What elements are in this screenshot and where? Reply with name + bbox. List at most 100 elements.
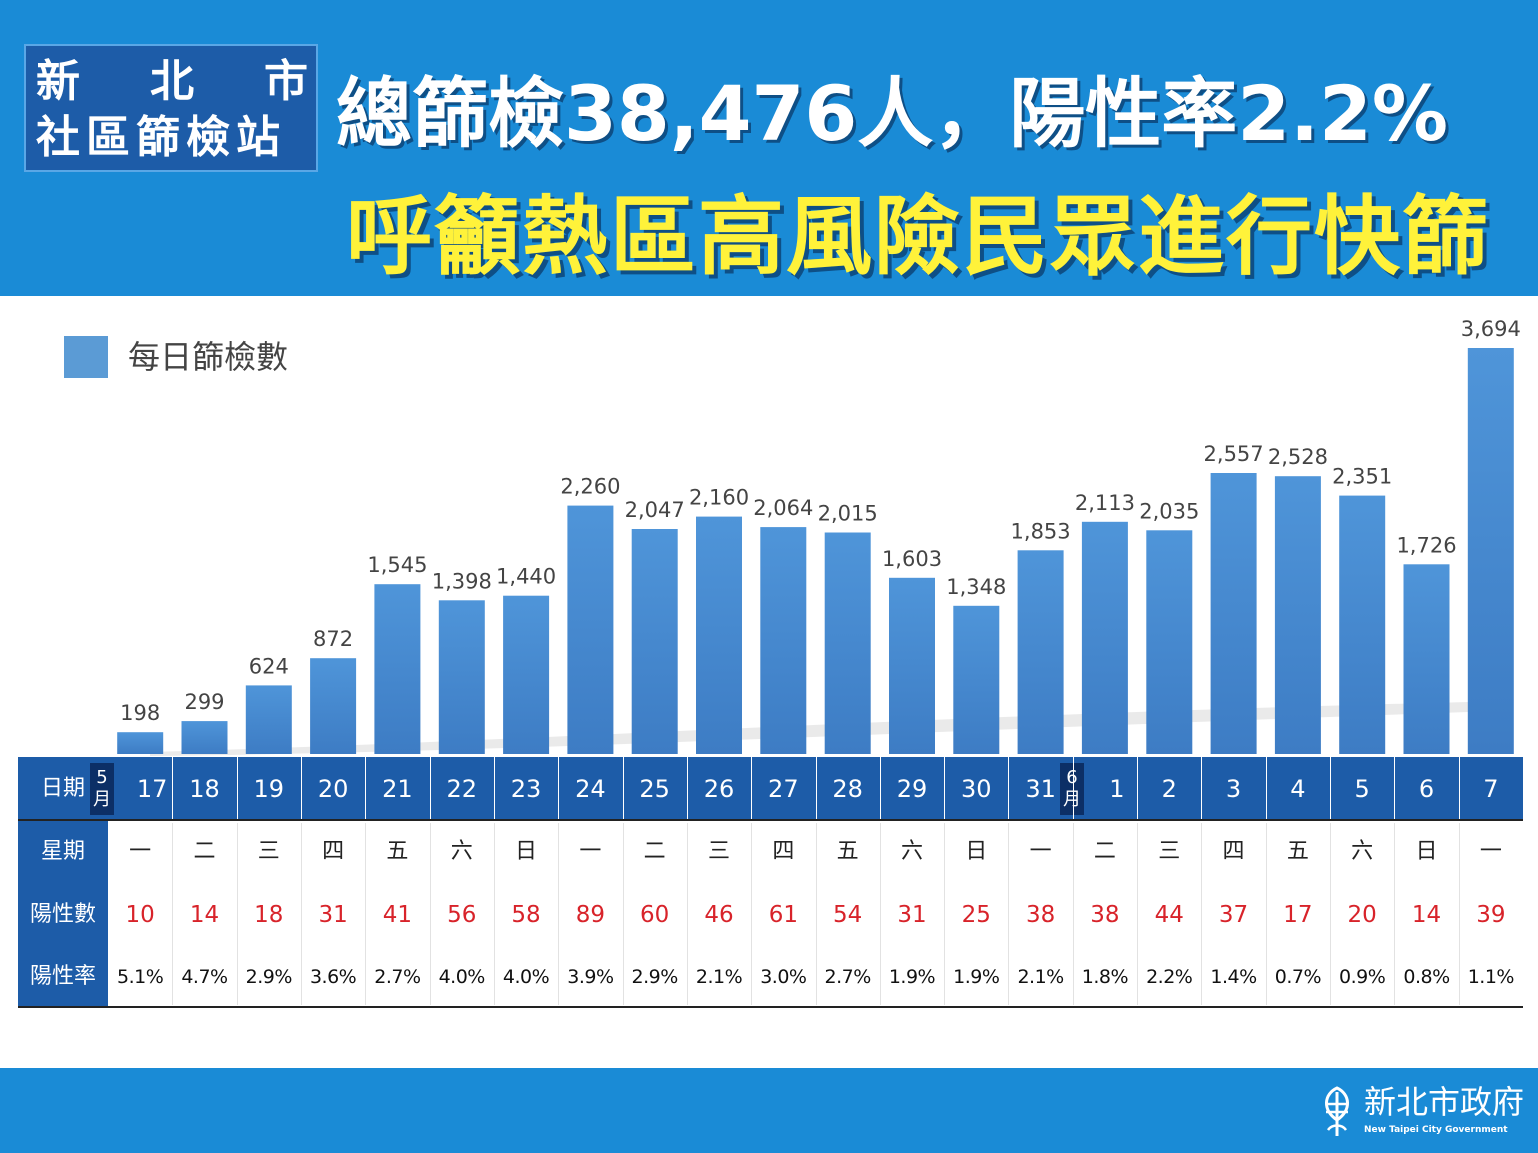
bar (824, 532, 871, 754)
rate-cell: 0.7% (1274, 966, 1322, 988)
date-separator (1265, 757, 1267, 821)
date-cell: 30 (961, 775, 992, 803)
weekday-cell: 四 (1222, 839, 1245, 864)
weekday-cell: 一 (1479, 839, 1502, 864)
bar (760, 527, 807, 754)
rate-label: 陽性率 (29, 964, 96, 989)
positives-cell: 31 (318, 902, 348, 928)
positives-cell: 46 (704, 902, 734, 928)
weekday-cell: 一 (579, 839, 602, 864)
column-separator (236, 823, 238, 1005)
date-cell: 19 (253, 775, 285, 803)
legend-label: 每日篩檢數 (128, 338, 289, 376)
column-separator (1394, 823, 1396, 1005)
date-cell: 18 (189, 775, 220, 803)
bar (245, 685, 292, 754)
badge-char: 北 (150, 56, 194, 107)
weekday-label: 星期 (40, 839, 85, 864)
positives-cell: 41 (382, 902, 413, 928)
bar (1467, 348, 1514, 754)
rate-cell: 3.9% (567, 966, 614, 988)
date-separator (1330, 757, 1332, 821)
rate-cell: 2.2% (1146, 966, 1193, 988)
date-cell: 24 (575, 775, 606, 803)
date-separator (1201, 757, 1203, 821)
weekday-cell: 二 (643, 839, 666, 864)
bar (310, 658, 357, 754)
weekday-cell: 六 (1351, 839, 1374, 864)
positives-cell: 60 (640, 902, 670, 928)
bar (1210, 473, 1257, 754)
bar (1146, 530, 1193, 754)
date-cell: 22 (446, 775, 477, 803)
date-cell: 25 (639, 775, 670, 803)
date-separator (493, 757, 495, 821)
date-separator (1072, 757, 1074, 821)
positives-cell: 14 (189, 902, 220, 928)
date-separator (1137, 757, 1139, 821)
bar-value-label: 2,351 (1332, 465, 1392, 489)
date-separator (751, 757, 753, 821)
column-separator (1330, 823, 1332, 1005)
bar-value-label: 2,160 (689, 486, 749, 510)
rate-cell: 1.1% (1467, 966, 1515, 988)
header-banner: 新 北 市 社區篩檢站 總篩檢38,476人，陽性率2.2% 呼籲熱區高風險民眾… (0, 0, 1538, 296)
bar (503, 595, 550, 754)
bar-value-label: 2,557 (1204, 442, 1264, 466)
bar-value-label: 2,528 (1268, 445, 1328, 469)
month-june-number: 6 (1060, 767, 1084, 789)
date-separator (1394, 757, 1396, 821)
weekday-cell: 五 (386, 839, 409, 864)
rate-cell: 4.0% (502, 966, 550, 988)
rate-cell: 1.9% (888, 966, 936, 988)
positives-cell: 61 (768, 902, 798, 928)
bar (1339, 495, 1386, 754)
column-separator (493, 823, 495, 1005)
column-separator (558, 823, 560, 1005)
positives-cell: 38 (1025, 902, 1056, 928)
date-cell: 31 (1025, 775, 1056, 803)
rate-cell: 0.8% (1403, 966, 1450, 988)
date-cell: 28 (832, 775, 863, 803)
bar-value-label: 624 (249, 654, 289, 678)
date-cell: 6 (1418, 775, 1435, 803)
weekday-cell: 一 (129, 839, 152, 864)
column-separator (1458, 823, 1460, 1005)
rate-cell: 4.7% (181, 966, 228, 988)
rate-cell: 2.9% (631, 966, 679, 988)
month-may-badge: 5 月 (90, 763, 114, 815)
date-cell: 27 (768, 775, 799, 803)
bar-value-label: 1,853 (1011, 519, 1071, 543)
month-may-number: 5 (96, 767, 108, 788)
rate-row: 5.1% 4.7% 2.9% 3.6% 2.7% 4.0% 4.0% 3.9% 2.9% 2.1%… (108, 962, 1523, 992)
date-row: 日期 5 月 6 月 17181920212223242526272829303… (18, 757, 1523, 821)
bar (1403, 564, 1450, 754)
badge-line2: 社區篩檢站 (36, 112, 286, 163)
rate-cell: 3.0% (760, 966, 807, 988)
date-separator (1008, 757, 1010, 821)
date-separator (172, 757, 174, 821)
positives-cell: 37 (1218, 902, 1249, 928)
date-cell: 17 (136, 775, 168, 803)
weekday-cell: 六 (900, 839, 923, 864)
positives-cell: 56 (447, 902, 477, 928)
rate-cell: 4.0% (438, 966, 486, 988)
bar (631, 529, 678, 754)
weekday-cell: 日 (1415, 839, 1438, 864)
bar (1081, 521, 1128, 754)
bar (181, 721, 228, 754)
date-cell: 23 (510, 775, 542, 803)
date-cell: 21 (382, 775, 413, 803)
date-separator (558, 757, 560, 821)
column-separator (879, 823, 881, 1005)
bar-value-label: 1,398 (432, 569, 492, 593)
bar-value-label: 1,726 (1396, 533, 1456, 557)
bar-value-label: 2,113 (1075, 491, 1135, 515)
positives-cell: 20 (1347, 902, 1377, 928)
bar-value-label: 2,064 (753, 496, 813, 520)
weekday-cell: 五 (836, 839, 859, 864)
legend-swatch (64, 336, 108, 378)
positives-cell: 18 (254, 902, 284, 928)
weekday-cell: 四 (322, 839, 345, 864)
weekday-cell: 三 (1158, 839, 1181, 864)
